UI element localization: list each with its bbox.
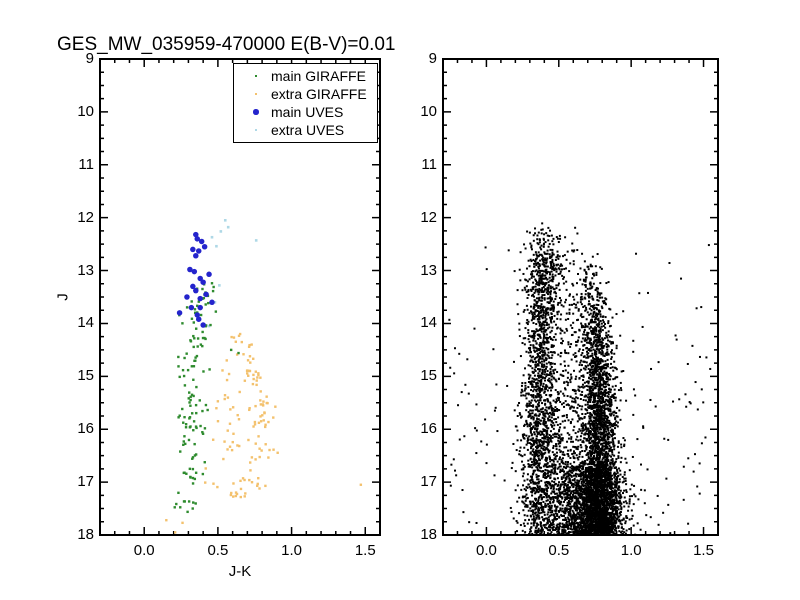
plot-title: GES_MW_035959-470000 E(B-V)=0.01 — [57, 34, 396, 55]
legend-marker-main-uves — [248, 109, 264, 115]
legend-entry-main-giraffe: main GIRAFFE — [234, 67, 377, 85]
legend-marker-extra-uves — [248, 128, 264, 132]
x-axis-label: J-K — [228, 563, 252, 580]
legend-label: extra GIRAFFE — [271, 86, 367, 102]
legend-marker-extra-giraffe — [248, 92, 264, 96]
legend-entry-extra-uves: extra UVES — [234, 121, 377, 139]
legend-entry-main-uves: main UVES — [234, 103, 377, 121]
legend-label: main UVES — [271, 104, 344, 120]
legend-entry-extra-giraffe: extra GIRAFFE — [234, 85, 377, 103]
y-axis-label: J — [54, 293, 72, 301]
legend-label: main GIRAFFE — [271, 68, 366, 84]
legend-label: extra UVES — [271, 122, 345, 138]
legend-box: main GIRAFFE extra GIRAFFE main UVES extra … — [233, 63, 378, 143]
legend-marker-main-giraffe — [248, 74, 264, 78]
